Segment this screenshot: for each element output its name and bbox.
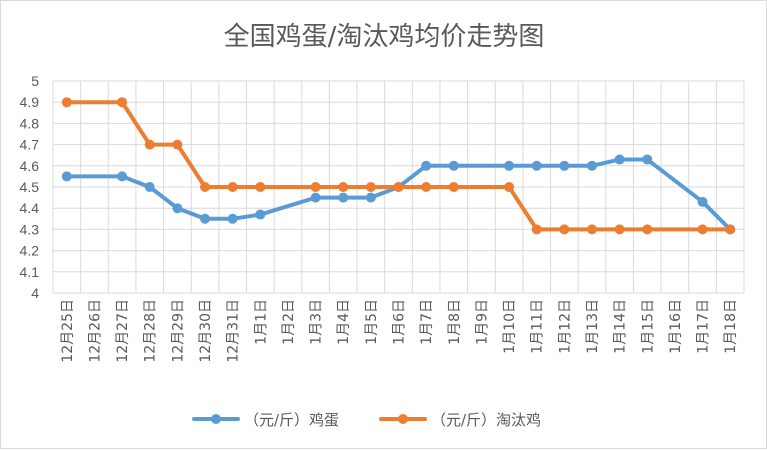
data-point	[200, 182, 211, 192]
data-point	[559, 224, 570, 235]
y-tick-label: 4.4	[20, 200, 40, 216]
x-tick-label: 1月5日	[364, 299, 380, 345]
x-tick-label: 1月18日	[723, 299, 739, 354]
x-tick-label: 1月16日	[668, 299, 684, 354]
data-point	[338, 182, 349, 192]
data-point	[255, 182, 266, 192]
data-point	[504, 182, 515, 192]
data-point	[448, 160, 459, 171]
x-tick-label: 12月26日	[87, 299, 103, 363]
y-tick-label: 4.1	[20, 264, 40, 280]
y-tick-label: 5	[31, 73, 39, 89]
data-point	[614, 154, 625, 165]
y-tick-label: 4.5	[20, 179, 40, 195]
legend-item: （元/斤）淘汰鸡	[379, 411, 541, 429]
data-point	[61, 171, 72, 182]
y-tick-label: 4.6	[20, 158, 40, 174]
x-tick-label: 1月14日	[613, 299, 629, 354]
series-layer	[61, 97, 736, 235]
x-tick-label: 12月27日	[115, 299, 131, 363]
data-point	[227, 213, 238, 224]
data-point	[227, 182, 238, 192]
y-tick-label: 4.8	[20, 115, 40, 131]
x-tick-label: 1月17日	[696, 299, 712, 354]
x-tick-label: 12月25日	[60, 299, 76, 363]
data-point	[117, 97, 128, 108]
data-point	[559, 160, 570, 171]
data-point	[255, 209, 266, 220]
data-point	[365, 192, 376, 203]
data-point	[504, 160, 515, 171]
data-point	[725, 224, 736, 235]
legend-marker	[398, 414, 408, 424]
legend-marker	[211, 414, 221, 424]
x-tick-label: 1月4日	[336, 299, 352, 345]
data-point	[421, 160, 432, 171]
x-tick-label: 12月28日	[143, 299, 159, 363]
x-tick-label: 1月13日	[585, 299, 601, 354]
x-axis-ticks: 12月25日 12月26日 12月27日 12月28日 12月29日 12月30日 12月3…	[60, 299, 739, 363]
x-tick-label: 1月9日	[474, 299, 490, 345]
x-tick-label: 1月2日	[281, 299, 297, 345]
x-tick-label: 1月1日	[253, 299, 269, 345]
data-point	[531, 224, 542, 235]
x-tick-label: 1月11日	[530, 299, 546, 354]
data-point	[310, 192, 321, 203]
y-tick-label: 4.9	[20, 94, 40, 110]
x-tick-label: 1月15日	[640, 299, 656, 354]
data-point	[61, 97, 72, 108]
series-line	[64, 157, 733, 232]
y-axis-ticks: 4 4.1 4.2 4.3 4.4 4.5 4.6 4.7 4.8 4.9 5	[20, 73, 40, 301]
legend-label: （元/斤）淘汰鸡	[431, 411, 541, 429]
data-point	[393, 182, 404, 192]
data-point	[117, 171, 128, 182]
x-tick-label: 1月6日	[392, 299, 408, 345]
data-point	[144, 182, 155, 192]
x-tick-label: 12月31日	[226, 299, 242, 363]
data-point	[172, 203, 183, 214]
data-point	[365, 182, 376, 192]
legend-label: （元/斤）鸡蛋	[244, 411, 339, 429]
x-tick-label: 1月3日	[309, 299, 325, 345]
chart-title: 全国鸡蛋/淘汰鸡均价走势图	[224, 22, 545, 52]
data-point	[586, 224, 597, 235]
data-point	[531, 160, 542, 171]
data-point	[642, 154, 653, 165]
series-0	[61, 154, 736, 235]
data-point	[200, 213, 211, 224]
x-tick-label: 12月30日	[198, 299, 214, 363]
legend: （元/斤）鸡蛋 （元/斤）淘汰鸡	[192, 411, 541, 429]
legend-item: （元/斤）鸡蛋	[192, 411, 339, 429]
x-tick-label: 1月7日	[419, 299, 435, 345]
data-point	[310, 182, 321, 192]
data-point	[448, 182, 459, 192]
y-tick-label: 4	[31, 285, 39, 301]
data-point	[172, 139, 183, 150]
y-tick-label: 4.7	[20, 137, 40, 153]
data-point	[586, 160, 597, 171]
data-point	[697, 224, 708, 235]
data-point	[144, 139, 155, 150]
data-point	[338, 192, 349, 203]
series-1	[61, 97, 736, 235]
data-point	[642, 224, 653, 235]
x-tick-label: 1月8日	[447, 299, 463, 345]
data-point	[421, 182, 432, 192]
data-point	[697, 196, 708, 207]
x-tick-label: 1月10日	[502, 299, 518, 354]
x-tick-label: 1月12日	[557, 299, 573, 354]
y-tick-label: 4.2	[20, 243, 40, 259]
data-point	[614, 224, 625, 235]
y-tick-label: 4.3	[20, 221, 40, 237]
x-tick-label: 12月29日	[170, 299, 186, 363]
